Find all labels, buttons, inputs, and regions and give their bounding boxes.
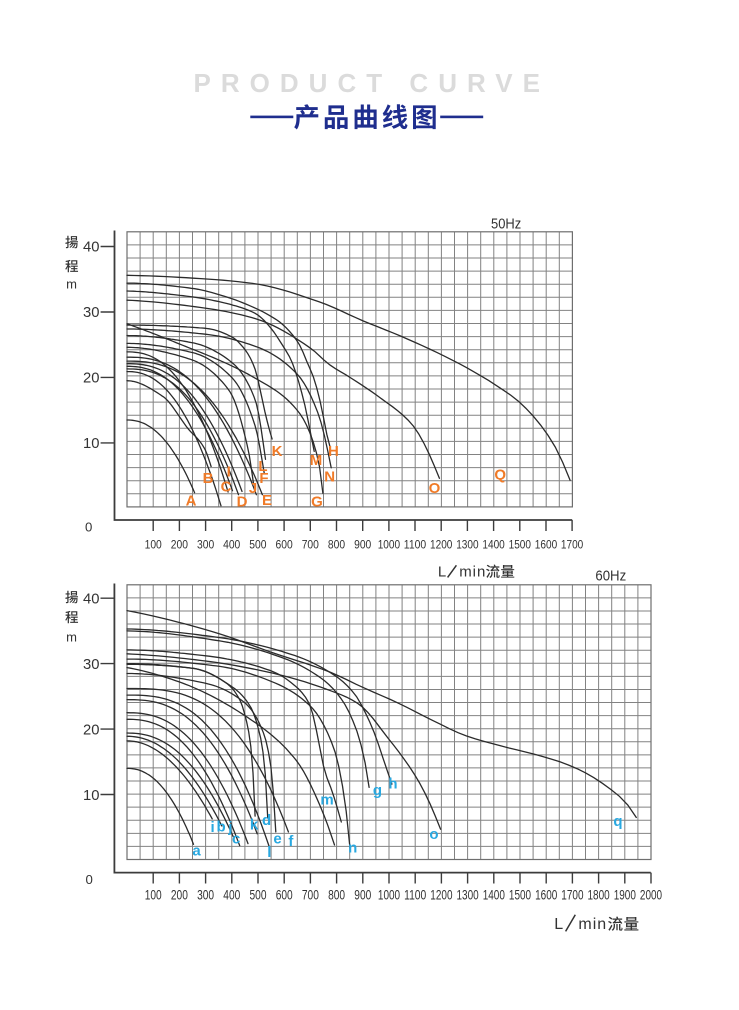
- svg-text:i: i: [211, 819, 215, 836]
- svg-text:200: 200: [171, 888, 188, 903]
- svg-text:1300: 1300: [456, 538, 479, 552]
- svg-text:10: 10: [83, 788, 99, 804]
- svg-text:900: 900: [354, 888, 371, 903]
- svg-text:20: 20: [83, 371, 99, 387]
- svg-text:I: I: [227, 464, 231, 481]
- svg-text:60Hz: 60Hz: [595, 568, 626, 585]
- svg-text:m: m: [66, 277, 77, 292]
- svg-text:min: min: [459, 563, 486, 580]
- svg-text:B: B: [203, 470, 214, 487]
- svg-text:J: J: [249, 480, 257, 497]
- svg-text:1200: 1200: [430, 538, 453, 552]
- svg-text:300: 300: [197, 538, 214, 552]
- svg-text:1900: 1900: [614, 888, 636, 903]
- svg-text:e: e: [273, 831, 281, 848]
- svg-text:800: 800: [328, 888, 345, 903]
- svg-text:d: d: [262, 812, 271, 829]
- svg-text:m: m: [66, 630, 77, 645]
- svg-text:D: D: [237, 494, 248, 511]
- svg-text:1100: 1100: [404, 538, 427, 552]
- svg-text:b: b: [217, 819, 226, 836]
- svg-text:1500: 1500: [509, 538, 532, 552]
- svg-text:n: n: [348, 839, 357, 856]
- svg-text:C: C: [221, 479, 232, 496]
- svg-text:H: H: [328, 443, 339, 460]
- svg-text:G: G: [311, 494, 323, 511]
- svg-text:1500: 1500: [509, 888, 531, 903]
- svg-text:Q: Q: [494, 467, 506, 484]
- svg-text:900: 900: [354, 538, 371, 552]
- svg-text:1400: 1400: [483, 888, 505, 903]
- svg-text:L: L: [438, 563, 446, 580]
- svg-text:10: 10: [83, 436, 99, 452]
- svg-text:0: 0: [85, 520, 92, 535]
- svg-text:F: F: [259, 470, 268, 487]
- svg-text:1600: 1600: [535, 538, 558, 552]
- svg-text:l: l: [267, 844, 271, 861]
- svg-text:1300: 1300: [457, 888, 479, 903]
- svg-text:k: k: [250, 817, 259, 834]
- svg-text:O: O: [429, 480, 441, 497]
- svg-text:400: 400: [223, 888, 240, 903]
- svg-text:2000: 2000: [640, 888, 662, 903]
- svg-text:500: 500: [250, 888, 267, 903]
- svg-text:N: N: [324, 469, 335, 486]
- svg-text:PRODUCT CURVE: PRODUCT CURVE: [194, 68, 541, 98]
- svg-text:800: 800: [328, 538, 345, 552]
- svg-text:h: h: [388, 776, 397, 793]
- svg-text:c: c: [232, 830, 240, 847]
- svg-text:40: 40: [83, 591, 99, 607]
- svg-text:g: g: [373, 782, 382, 799]
- svg-text:M: M: [310, 452, 323, 469]
- svg-text:L: L: [554, 916, 563, 933]
- svg-text:q: q: [613, 813, 622, 830]
- svg-text:600: 600: [276, 538, 293, 552]
- svg-text:700: 700: [302, 888, 319, 903]
- svg-text:1200: 1200: [430, 888, 452, 903]
- svg-text:30: 30: [83, 657, 99, 673]
- svg-text:0: 0: [85, 872, 92, 887]
- svg-text:500: 500: [249, 538, 266, 552]
- svg-text:1000: 1000: [378, 888, 400, 903]
- svg-text:100: 100: [145, 888, 162, 903]
- svg-text:1400: 1400: [482, 538, 505, 552]
- svg-text:E: E: [262, 492, 272, 509]
- svg-text:L: L: [258, 458, 267, 475]
- svg-text:m: m: [320, 792, 333, 809]
- svg-text:50Hz: 50Hz: [491, 216, 521, 232]
- svg-text:j: j: [227, 819, 232, 836]
- svg-text:1100: 1100: [404, 888, 426, 903]
- svg-text:40: 40: [83, 240, 99, 256]
- svg-text:20: 20: [83, 722, 99, 738]
- svg-text:1600: 1600: [535, 888, 557, 903]
- svg-text:700: 700: [302, 538, 319, 552]
- svg-text:300: 300: [197, 888, 214, 903]
- svg-text:100: 100: [145, 538, 162, 552]
- svg-text:1700: 1700: [561, 888, 583, 903]
- svg-text:600: 600: [276, 888, 293, 903]
- svg-text:min: min: [578, 916, 607, 933]
- svg-text:a: a: [192, 842, 201, 859]
- svg-text:400: 400: [223, 538, 240, 552]
- svg-text:A: A: [186, 493, 197, 510]
- svg-text:o: o: [429, 826, 438, 843]
- svg-text:K: K: [272, 443, 283, 460]
- svg-text:30: 30: [83, 305, 99, 321]
- svg-text:1700: 1700: [561, 538, 584, 552]
- svg-text:200: 200: [171, 538, 188, 552]
- svg-text:1000: 1000: [378, 538, 401, 552]
- svg-text:f: f: [288, 833, 294, 850]
- svg-text:1800: 1800: [588, 888, 610, 903]
